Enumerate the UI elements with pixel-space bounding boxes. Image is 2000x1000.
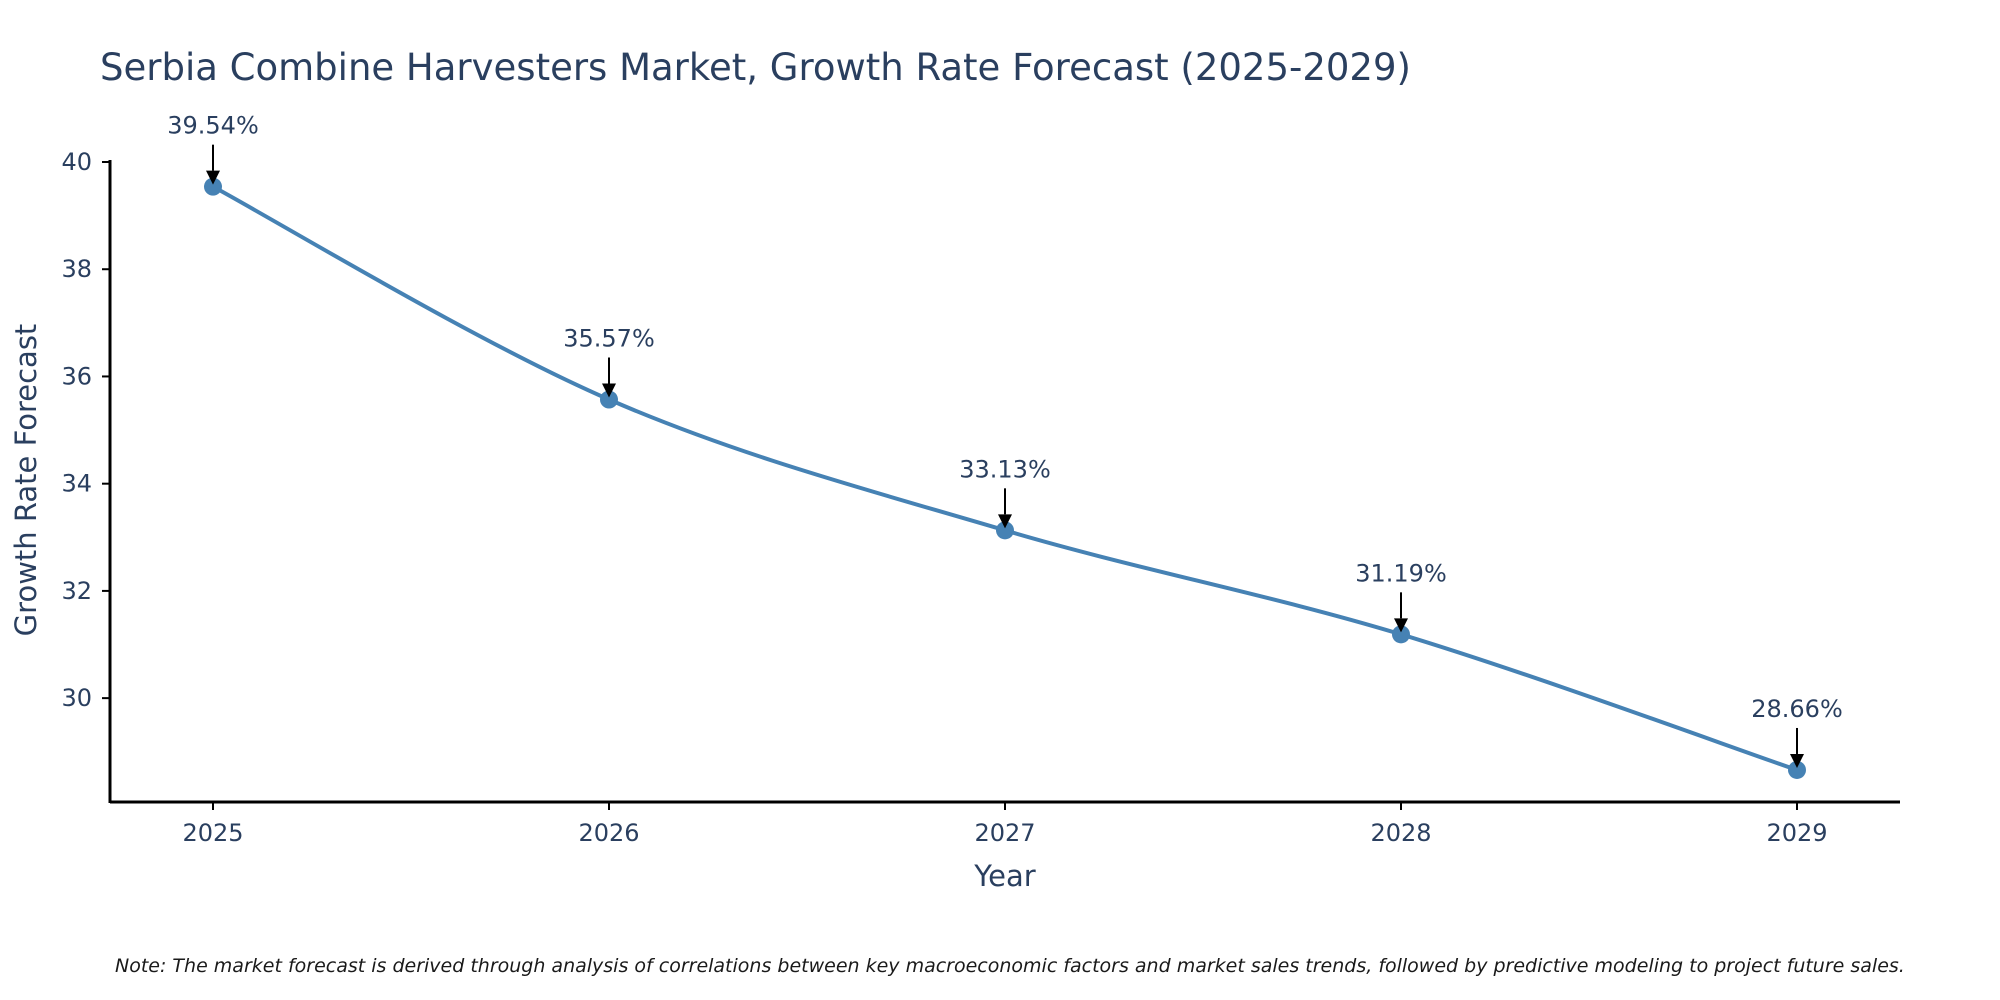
data-point [996, 521, 1014, 540]
x-tick-label: 2026 [578, 819, 639, 847]
x-tick-label: 2028 [1370, 819, 1431, 847]
data-label: 39.54% [167, 112, 259, 140]
y-tick-label: 34 [61, 470, 92, 498]
data-points [204, 177, 1806, 779]
data-point [600, 390, 618, 409]
y-tick-label: 36 [61, 362, 92, 390]
annotation-arrow-head [602, 383, 616, 398]
data-label: 33.13% [959, 455, 1051, 483]
annotation-arrow-head [998, 514, 1012, 529]
chart-title: Serbia Combine Harvesters Market, Growth… [100, 46, 1411, 89]
x-axis-title: Year [973, 859, 1035, 893]
data-point [1788, 760, 1806, 779]
annotation-arrow-head [1394, 618, 1408, 633]
x-tick-label: 2029 [1766, 819, 1827, 847]
data-annotations: 39.54% 35.57% 33.13% 31.19% 28.66% [167, 112, 1843, 768]
footnote: Note: The market forecast is derived thr… [115, 955, 1905, 977]
data-label: 28.66% [1751, 695, 1843, 723]
y-axis-title: Growth Rate Forecast [9, 324, 43, 637]
y-tick-label: 32 [61, 577, 92, 605]
y-tick-label: 40 [61, 148, 92, 176]
x-tick-label: 2025 [182, 819, 243, 847]
y-tick-label: 38 [61, 255, 92, 283]
annotation-arrow-head [1790, 753, 1804, 768]
data-label: 35.57% [563, 325, 655, 353]
x-tick-label: 2027 [974, 819, 1035, 847]
x-axis-ticks: 2025 2026 2027 2028 2029 [182, 802, 1828, 847]
data-point [204, 177, 222, 196]
y-tick-label: 30 [61, 684, 92, 712]
annotation-arrow-head [206, 170, 220, 185]
data-point [1392, 625, 1410, 644]
y-axis-ticks: 30 32 34 36 38 40 [61, 148, 110, 712]
data-label: 31.19% [1355, 559, 1447, 587]
